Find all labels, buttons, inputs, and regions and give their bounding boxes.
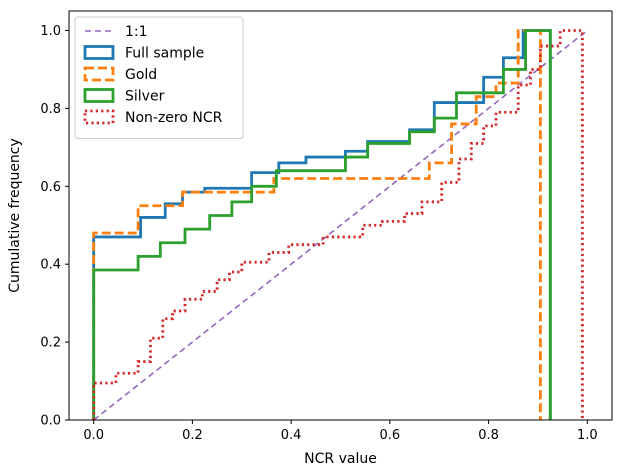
series-layer xyxy=(92,29,588,420)
series-line-2 xyxy=(92,29,542,420)
x-tick-label: 0.2 xyxy=(182,428,203,443)
y-tick-label: 0.8 xyxy=(40,102,61,117)
series-line-3 xyxy=(92,29,552,420)
legend: 1:1 Full sample Gold Silver Non-zero NCR xyxy=(74,16,244,139)
legend-swatch-1 xyxy=(83,45,115,60)
y-tick-label: 0.2 xyxy=(40,336,61,351)
legend-swatch-4 xyxy=(83,109,115,125)
series-line-4 xyxy=(92,29,584,420)
y-tick-label: 0.0 xyxy=(40,414,61,429)
legend-label-2: Gold xyxy=(125,67,157,83)
legend-box xyxy=(74,16,244,139)
y-tick-label: 0.6 xyxy=(40,180,61,195)
x-tick-label: 1.0 xyxy=(577,428,598,443)
legend-label-0: 1:1 xyxy=(125,24,148,40)
legend-swatch-2 xyxy=(83,66,115,82)
y-axis-label: Cumulative frequency xyxy=(7,138,23,293)
y-axis: 0.0 0.2 0.4 0.6 0.8 1.0 xyxy=(40,24,69,429)
series-line-0 xyxy=(93,29,588,420)
x-axis: 0.0 0.2 0.4 0.6 0.8 1.0 xyxy=(83,420,598,443)
legend-swatch-3 xyxy=(83,88,115,103)
plot-frame xyxy=(68,10,613,421)
x-tick-label: 0.0 xyxy=(83,428,104,443)
legend-label-3: Silver xyxy=(125,89,165,105)
x-tick-label: 0.4 xyxy=(281,428,302,443)
legend-label-4: Non-zero NCR xyxy=(125,110,223,126)
legend-label-1: Full sample xyxy=(125,46,204,62)
x-tick-label: 0.6 xyxy=(380,428,401,443)
x-tick-label: 0.8 xyxy=(478,428,499,443)
y-tick-label: 0.4 xyxy=(40,258,61,273)
y-tick-label: 1.0 xyxy=(40,24,61,39)
series-line-1 xyxy=(92,29,552,420)
x-axis-label: NCR value xyxy=(304,451,377,467)
